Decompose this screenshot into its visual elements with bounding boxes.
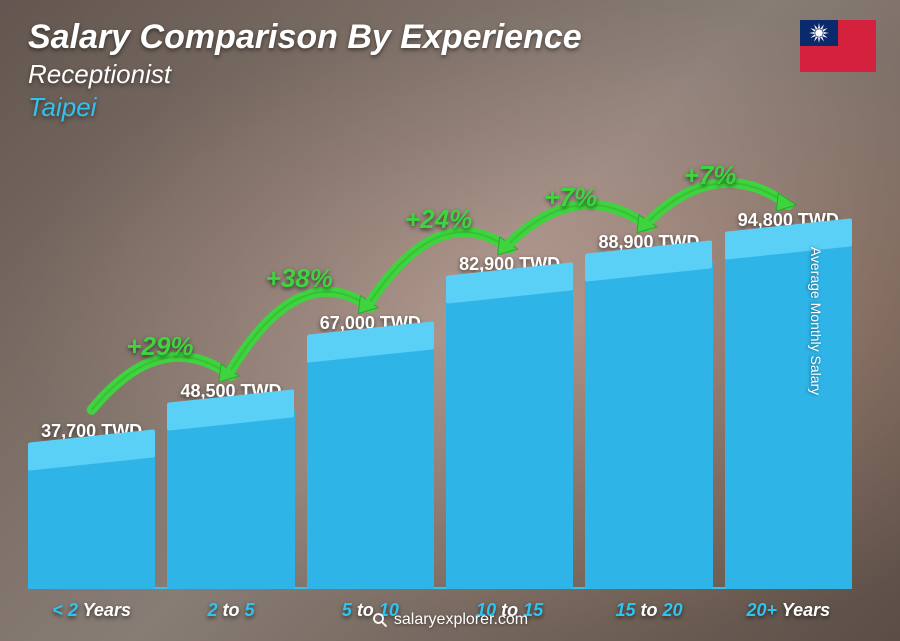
chart-header: Salary Comparison By Experience Receptio… [28,18,582,123]
flag-sun-disc [815,29,823,37]
search-icon [372,612,388,628]
growth-pct-label: +24% [405,204,472,235]
flag-icon [800,20,876,72]
bar-1: 48,500 TWD2 to 5 [167,381,294,589]
footer-text: salaryexplorer.com [394,611,528,628]
growth-pct-label: +7% [684,160,737,191]
chart-title: Salary Comparison By Experience [28,18,582,57]
bar-3: 82,900 TWD10 to 15 [446,254,573,589]
bar-body [167,410,294,589]
bar-body [585,261,712,589]
bar-body [725,239,852,589]
y-axis-label: Average Monthly Salary [808,246,824,394]
bar-chart: 37,700 TWD< 2 Years48,500 TWD2 to 567,00… [28,109,852,589]
bar-0: 37,700 TWD< 2 Years [28,421,155,589]
bar-body [446,283,573,589]
bar-4: 88,900 TWD15 to 20 [585,232,712,589]
bar-2: 67,000 TWD5 to 10 [307,313,434,589]
growth-pct-label: +29% [126,331,193,362]
bar-body [307,342,434,589]
bar-5: 94,800 TWD20+ Years [725,210,852,589]
growth-pct-label: +38% [266,263,333,294]
growth-pct-label: +7% [544,182,597,213]
chart-subtitle-location: Taipei [28,92,582,123]
bar-body [28,450,155,589]
chart-subtitle-role: Receptionist [28,59,582,90]
footer-attribution: salaryexplorer.com [0,611,900,629]
